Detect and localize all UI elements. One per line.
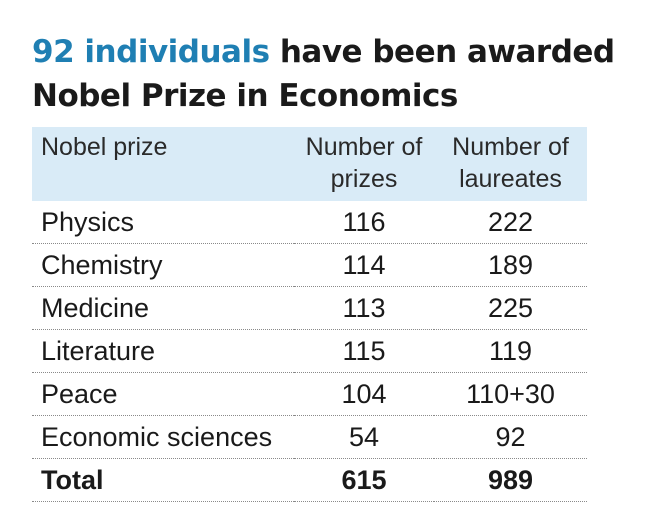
row-name: Peace (32, 372, 294, 416)
row-name: Literature (32, 329, 294, 373)
table-row: Medicine 113 225 (32, 286, 587, 330)
row-laureates: 222 (434, 201, 587, 244)
row-laureates: 110+30 (434, 372, 587, 416)
table-row: Peace 104 110+30 (32, 372, 587, 416)
row-prizes: 54 (294, 415, 434, 459)
table-row: Economic sciences 54 92 (32, 415, 587, 459)
row-prizes: 113 (294, 286, 434, 330)
total-prizes: 615 (294, 458, 434, 502)
row-laureates: 92 (434, 415, 587, 459)
row-laureates: 189 (434, 243, 587, 287)
table-row: Chemistry 114 189 (32, 243, 587, 287)
row-name: Medicine (32, 286, 294, 330)
header-number-of-laureates: Number of laureates (434, 127, 587, 201)
header-nobel-prize: Nobel prize (41, 133, 168, 161)
row-laureates: 225 (434, 286, 587, 330)
header-number-of-prizes: Number of prizes (294, 127, 434, 201)
title-line2: Nobel Prize in Economics (32, 78, 458, 114)
row-laureates: 119 (434, 329, 587, 373)
row-name: Physics (32, 201, 294, 244)
table-row: Physics 116 222 (32, 201, 587, 244)
row-prizes: 116 (294, 201, 434, 244)
table-row: Literature 115 119 (32, 329, 587, 373)
row-name: Economic sciences (32, 415, 294, 459)
table-header-row: Nobel prize Number of prizes Number of lau… (32, 127, 587, 201)
row-prizes: 115 (294, 329, 434, 373)
row-prizes: 104 (294, 372, 434, 416)
title-rest-line1: have been awarded (269, 34, 615, 70)
row-prizes: 114 (294, 243, 434, 287)
row-name: Chemistry (32, 243, 294, 287)
total-laureates: 989 (434, 458, 587, 502)
title-highlight: 92 individuals (32, 34, 270, 70)
header-laureates-text: Number of laureates (452, 133, 569, 193)
total-row: Total 615 989 (32, 458, 587, 502)
chart-title: 92 individuals have been awarded Nobel P… (32, 30, 632, 118)
prize-table: Nobel prize Number of prizes Number of lau… (32, 127, 587, 502)
header-prizes-text: Number of prizes (305, 133, 423, 193)
total-label: Total (32, 458, 294, 502)
